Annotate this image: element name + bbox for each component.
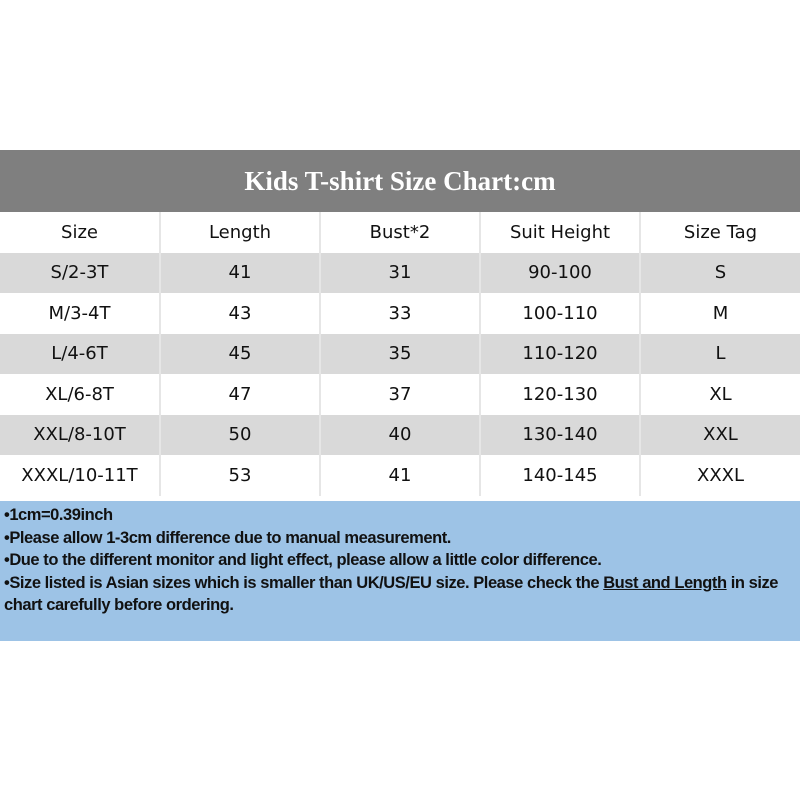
- cell: 41: [160, 252, 321, 293]
- cell: XXL/8-10T: [0, 414, 161, 455]
- cell: 40: [320, 414, 481, 455]
- cell: XXXL/10-11T: [0, 455, 161, 496]
- cell: 33: [320, 293, 481, 334]
- note: •Please allow 1-3cm difference due to ma…: [4, 528, 451, 547]
- cell: M/3-4T: [0, 293, 161, 334]
- chart-title: Kids T-shirt Size Chart:cm: [0, 150, 800, 212]
- cell: 47: [160, 374, 321, 415]
- table-row: M/3-4T 43 33 100-110 M: [0, 293, 800, 334]
- table-row: L/4-6T 45 35 110-120 L: [0, 333, 800, 374]
- header-cell: Bust*2: [320, 212, 481, 253]
- cell: 41: [320, 455, 481, 496]
- table-row: XXL/8-10T 50 40 130-140 XXL: [0, 414, 800, 455]
- cell: 140-145: [480, 455, 641, 496]
- cell: 31: [320, 252, 481, 293]
- cell: 110-120: [480, 333, 641, 374]
- cell: L: [640, 333, 800, 374]
- header-cell: Size Tag: [683, 221, 758, 243]
- header-cell: Size: [0, 212, 161, 253]
- cell: 50: [160, 414, 321, 455]
- table-row: S/2-3T 41 31 90-100 S: [0, 252, 800, 293]
- note: •Size listed is Asian sizes which is sma…: [4, 572, 796, 617]
- cell: XL/6-8T: [0, 374, 161, 415]
- header-row: Size Length Bust*2 Suit Height Size Tag: [0, 212, 800, 253]
- note-text: in size chart carefully before ordering.: [4, 573, 779, 615]
- cell: L/4-6T: [0, 333, 161, 374]
- cell: XXL: [640, 414, 800, 455]
- size-table: Size Length Bust*2 Suit Height Size Tag …: [0, 212, 800, 496]
- cell: 43: [160, 293, 321, 334]
- cell: 35: [320, 333, 481, 374]
- note-emphasis: Bust and Length: [603, 573, 727, 592]
- cell: 37: [320, 374, 481, 415]
- header-cell: Length: [160, 212, 321, 253]
- note: •1cm=0.39inch: [4, 506, 113, 524]
- cell: M: [712, 302, 729, 324]
- cell: XL: [709, 383, 732, 405]
- table-row: XL/6-8T 47 37 120-130 XL: [0, 374, 800, 415]
- table-row: XXXL/10-11T 53 41 140-145 XXXL: [0, 455, 800, 496]
- cell: 130-140: [480, 414, 641, 455]
- notes-box: •1cm=0.39inch •Please allow 1-3cm differ…: [0, 501, 800, 641]
- cell: 100-110: [480, 293, 641, 334]
- cell: XXXL: [696, 464, 745, 486]
- cell: 120-130: [480, 374, 641, 415]
- cell: 53: [160, 455, 321, 496]
- cell: S/2-3T: [0, 252, 161, 293]
- note-text: •Size listed is Asian sizes which is sma…: [4, 573, 604, 592]
- note: •Due to the different monitor and light …: [4, 551, 602, 569]
- header-cell: Suit Height: [480, 212, 641, 253]
- cell: 45: [160, 333, 321, 374]
- cell: 90-100: [480, 252, 641, 293]
- cell: S: [640, 252, 800, 293]
